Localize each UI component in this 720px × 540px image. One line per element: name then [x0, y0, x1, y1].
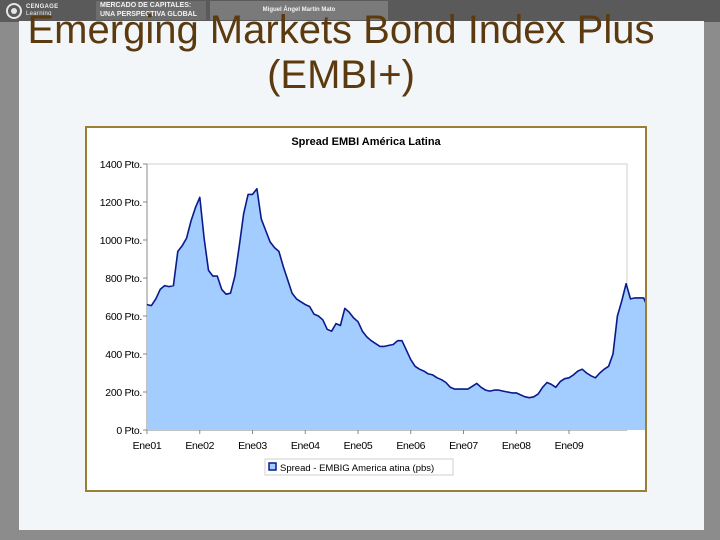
x-tick-label: Ene07 [449, 440, 478, 452]
x-tick-label: Ene02 [185, 440, 214, 452]
publisher-name-line2: Learning [26, 11, 52, 17]
x-tick-label: Ene08 [502, 440, 531, 452]
top-bar: CENGAGE Learning MERCADO DE CAPITALES: U… [0, 0, 720, 22]
x-tick-label: Ene03 [238, 440, 267, 452]
legend-swatch [268, 462, 277, 471]
slide-title-line1: Emerging Markets Bond Index Plus [27, 8, 655, 52]
y-tick-label: 1400 Pto. [100, 159, 142, 171]
series-area [147, 188, 645, 430]
chart-title: Spread EMBI América Latina [291, 136, 441, 148]
y-tick-label: 1200 Pto. [100, 197, 142, 209]
book-title-line2: UNA PERSPECTIVA GLOBAL [100, 11, 197, 18]
x-tick-label: Ene04 [291, 440, 320, 452]
chart-frame: Spread EMBI América Latina 0 Pto. 200 Pto.… [85, 126, 647, 492]
publisher-name: CENGAGE Learning [26, 4, 58, 18]
publisher-name-line1: CENGAGE [26, 4, 59, 10]
series-line [146, 187, 645, 399]
legend-box [264, 458, 454, 476]
book-title: MERCADO DE CAPITALES: UNA PERSPECTIVA GL… [96, 1, 206, 20]
embi-spread-chart: Spread EMBI América Latina 0 Pto. 200 Pto.… [100, 136, 645, 476]
legend-label: Spread - EMBIG America atina (pbs) [280, 463, 434, 474]
x-tick-label: Ene06 [396, 440, 425, 452]
y-tick-label: 0 Pto. [116, 425, 142, 437]
y-tick-label: 800 Pto. [105, 273, 142, 285]
book-title-line1: MERCADO DE CAPITALES: [100, 2, 192, 9]
slide-title: Emerging Markets Bond Index Plus (EMBI+) [0, 8, 701, 98]
x-tick-label: Ene01 [133, 440, 162, 452]
y-tick-label: 400 Pto. [105, 349, 142, 361]
x-tick-label: Ene09 [555, 440, 584, 452]
cengage-logo-icon [6, 3, 22, 19]
y-tick-label: 1000 Pto. [100, 235, 142, 247]
author-name: Miguel Ángel Martín Mato [210, 1, 388, 20]
x-tick-label: Ene05 [344, 440, 373, 452]
y-tick-label: 200 Pto. [105, 387, 142, 399]
y-tick-label: 600 Pto. [105, 311, 142, 323]
publisher-logo: CENGAGE Learning [6, 2, 90, 20]
slide-title-line2: (EMBI+) [267, 53, 415, 97]
